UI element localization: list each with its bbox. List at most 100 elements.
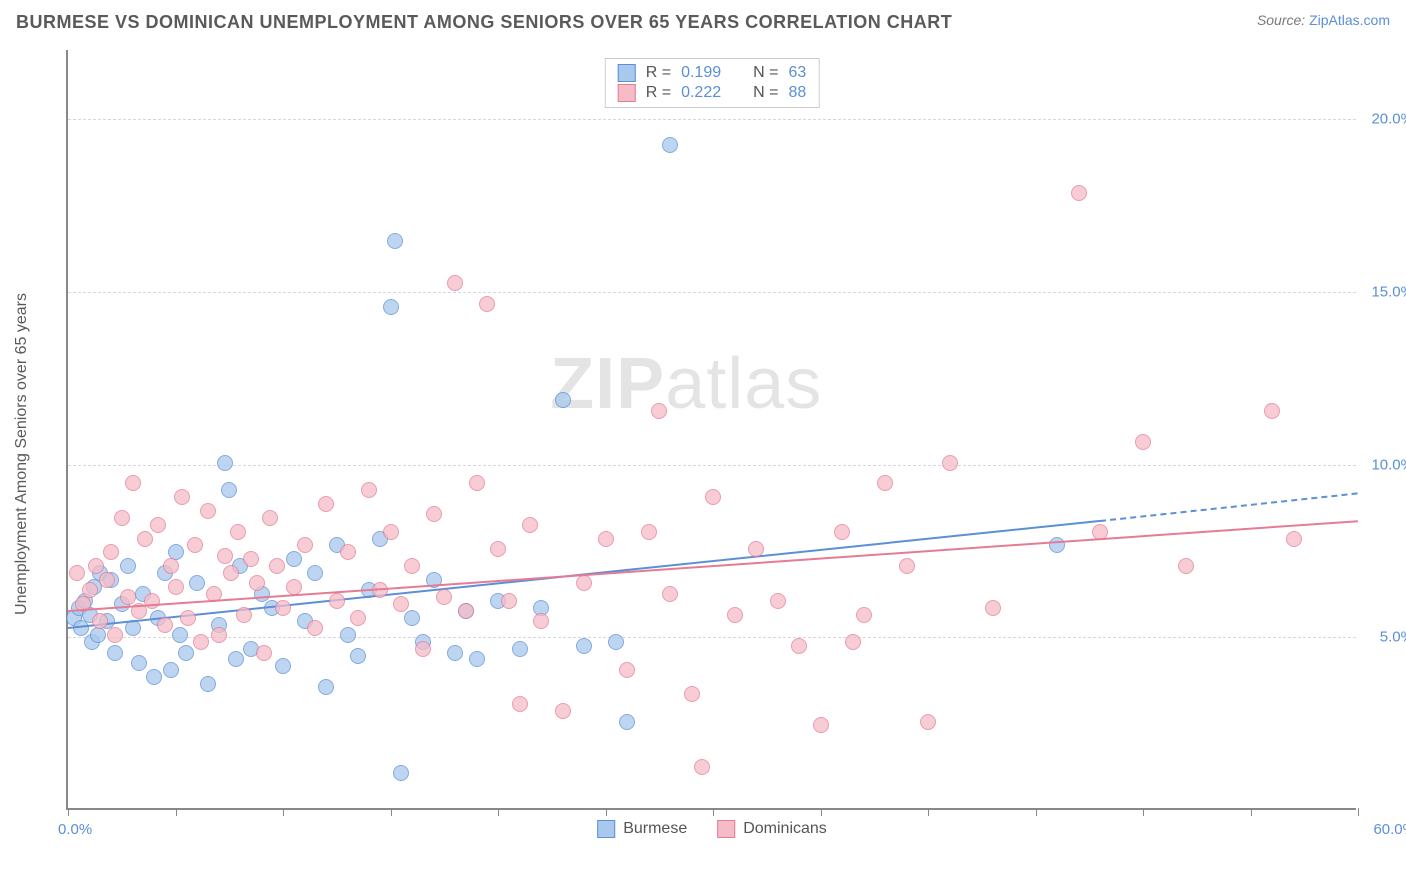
x-axis-max-label: 60.0%	[1373, 821, 1406, 838]
data-point	[228, 651, 244, 667]
data-point	[619, 714, 635, 730]
data-point	[82, 582, 98, 598]
data-point	[641, 524, 657, 540]
x-tick	[391, 808, 392, 816]
data-point	[146, 669, 162, 685]
data-point	[985, 600, 1001, 616]
data-point	[608, 634, 624, 650]
data-point	[813, 717, 829, 733]
y-tick-label: 20.0%	[1371, 111, 1406, 128]
data-point	[200, 503, 216, 519]
legend-item: Dominicans	[717, 820, 827, 838]
chart-container: Unemployment Among Seniors over 65 years…	[50, 50, 1390, 840]
data-point	[200, 676, 216, 692]
y-tick-label: 10.0%	[1371, 456, 1406, 473]
data-point	[877, 475, 893, 491]
plot-area: ZIPatlas 0.0% 60.0% R =0.199N =63R =0.22…	[66, 50, 1356, 810]
series-legend: Burmese Dominicans	[597, 820, 827, 838]
data-point	[501, 593, 517, 609]
source-link[interactable]: ZipAtlas.com	[1309, 12, 1390, 28]
data-point	[512, 696, 528, 712]
data-point	[221, 482, 237, 498]
data-point	[361, 482, 377, 498]
data-point	[217, 548, 233, 564]
legend-swatch	[618, 84, 636, 102]
data-point	[73, 620, 89, 636]
gridline	[68, 292, 1356, 293]
data-point	[651, 403, 667, 419]
data-point	[340, 627, 356, 643]
data-point	[694, 759, 710, 775]
n-label: N =	[753, 84, 778, 102]
x-tick	[283, 808, 284, 816]
data-point	[899, 558, 915, 574]
data-point	[172, 627, 188, 643]
trendline-extension	[1100, 492, 1358, 522]
legend-label: Burmese	[623, 820, 687, 838]
data-point	[178, 645, 194, 661]
y-tick-label: 15.0%	[1371, 283, 1406, 300]
source-attribution: Source: ZipAtlas.com	[1257, 12, 1390, 28]
n-label: N =	[753, 64, 778, 82]
data-point	[684, 686, 700, 702]
data-point	[662, 137, 678, 153]
data-point	[217, 455, 233, 471]
legend-swatch	[597, 820, 615, 838]
data-point	[211, 627, 227, 643]
data-point	[180, 610, 196, 626]
gridline	[68, 119, 1356, 120]
data-point	[318, 679, 334, 695]
data-point	[469, 651, 485, 667]
data-point	[150, 517, 166, 533]
data-point	[1286, 531, 1302, 547]
data-point	[393, 765, 409, 781]
data-point	[770, 593, 786, 609]
data-point	[469, 475, 485, 491]
x-tick	[176, 808, 177, 816]
legend-swatch	[618, 64, 636, 82]
data-point	[387, 233, 403, 249]
legend-swatch	[717, 820, 735, 838]
data-point	[748, 541, 764, 557]
data-point	[157, 617, 173, 633]
data-point	[193, 634, 209, 650]
data-point	[942, 455, 958, 471]
data-point	[404, 558, 420, 574]
x-tick	[713, 808, 714, 816]
data-point	[114, 510, 130, 526]
data-point	[350, 610, 366, 626]
data-point	[107, 645, 123, 661]
data-point	[163, 662, 179, 678]
x-tick	[821, 808, 822, 816]
data-point	[920, 714, 936, 730]
data-point	[834, 524, 850, 540]
data-point	[307, 565, 323, 581]
x-tick	[1143, 808, 1144, 816]
x-tick	[68, 808, 69, 816]
data-point	[107, 627, 123, 643]
data-point	[137, 531, 153, 547]
x-tick	[498, 808, 499, 816]
r-value: 0.222	[681, 84, 721, 102]
data-point	[447, 645, 463, 661]
r-label: R =	[646, 64, 671, 82]
x-tick	[1036, 808, 1037, 816]
data-point	[436, 589, 452, 605]
data-point	[845, 634, 861, 650]
data-point	[230, 524, 246, 540]
data-point	[69, 565, 85, 581]
legend-item: Burmese	[597, 820, 687, 838]
x-tick	[606, 808, 607, 816]
data-point	[275, 600, 291, 616]
data-point	[275, 658, 291, 674]
watermark: ZIPatlas	[550, 343, 822, 425]
data-point	[393, 596, 409, 612]
data-point	[447, 275, 463, 291]
data-point	[404, 610, 420, 626]
x-tick	[1358, 808, 1359, 816]
n-value: 88	[788, 84, 806, 102]
data-point	[269, 558, 285, 574]
data-point	[555, 392, 571, 408]
data-point	[103, 544, 119, 560]
data-point	[125, 475, 141, 491]
